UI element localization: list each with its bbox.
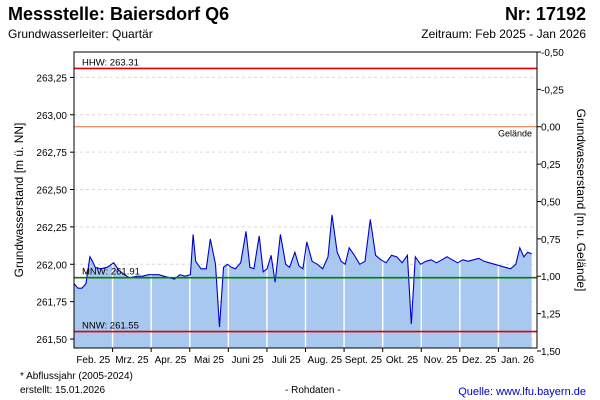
y2-tick-label: 0,50	[541, 197, 561, 208]
y2-tick-label: -0,50	[541, 48, 564, 59]
x-tick-label: Dez. 25	[462, 355, 497, 366]
station-number: Nr: 17192	[504, 4, 586, 24]
aquifer-label: Grundwasserleiter: Quartär	[8, 27, 153, 41]
created-date: erstellt: 15.01.2026	[20, 385, 106, 396]
y2-tick-label: 0,00	[541, 123, 561, 134]
y-tick-label: 262,50	[36, 186, 67, 197]
y2-tick-label: 1,50	[541, 347, 561, 358]
period-label: Zeitraum: Feb 2025 - Jan 2026	[421, 27, 586, 41]
x-tick-label: Jan. 26	[501, 355, 534, 366]
mnw-label: MNW: 261.91	[82, 267, 140, 278]
y-tick-label: 263,25	[36, 73, 67, 84]
x-tick-label: Mai 25	[194, 355, 224, 366]
y-tick-label: 261,50	[36, 335, 67, 346]
y2-tick-label: 1,00	[541, 272, 561, 283]
y-axis-left: 263,25 263,00 262,75 262,50 262,25 262,00 261,…	[36, 73, 74, 346]
nnw-label: NNW: 261.55	[82, 321, 139, 332]
water-level-area	[74, 214, 532, 348]
x-tick-label: Aug. 25	[308, 355, 343, 366]
y2-axis-label: Grundwasserstand [m u. Gelände]	[574, 109, 588, 292]
y-tick-label: 262,75	[36, 148, 67, 159]
y-tick-label: 262,00	[36, 260, 67, 271]
hhw-label: HHW: 263.31	[82, 57, 139, 68]
y2-tick-label: -0,25	[541, 85, 564, 96]
x-tick-label: Mrz. 25	[115, 355, 149, 366]
reference-lines: HHW: 263.31 MNW: 261.91 NNW: 261.55 Gelände	[74, 57, 537, 333]
page-title: Messstelle: Baiersdorf Q6	[8, 4, 230, 24]
y-tick-label: 262,25	[36, 223, 67, 234]
y2-tick-label: 0,75	[541, 235, 561, 246]
footnote: * Abflussjahr (2005-2024)	[20, 371, 133, 382]
x-tick-label: Juni 25	[232, 355, 265, 366]
y-tick-label: 263,00	[36, 111, 67, 122]
month-separators	[111, 52, 500, 348]
y-axis-label: Grundwasserstand [m ü. NN]	[12, 123, 26, 278]
x-tick-label: Apr. 25	[155, 355, 187, 366]
x-axis: Feb. 25 Mrz. 25 Apr. 25 Mai 25 Juni 25 Juli 2…	[76, 348, 535, 366]
y-tick-label: 261,75	[36, 298, 67, 309]
raw-data-label: - Rohdaten -	[285, 385, 341, 396]
y2-tick-label: 0,25	[541, 160, 561, 171]
source-link[interactable]: Quelle: www.lfu.bayern.de	[458, 386, 586, 398]
gelaende-label: Gelände	[498, 129, 532, 139]
x-tick-label: Sept. 25	[345, 355, 383, 366]
x-tick-label: Juli 25	[272, 355, 301, 366]
water-level-line	[73, 214, 532, 328]
x-tick-label: Feb. 25	[76, 355, 110, 366]
x-tick-label: Okt. 25	[386, 355, 419, 366]
y2-tick-label: 1,25	[541, 310, 561, 321]
y-axis-right: -0,50 -0,25 0,00 0,25 0,50 0,75 1,00 1,25 1,50	[537, 48, 564, 358]
x-tick-label: Nov. 25	[424, 355, 458, 366]
